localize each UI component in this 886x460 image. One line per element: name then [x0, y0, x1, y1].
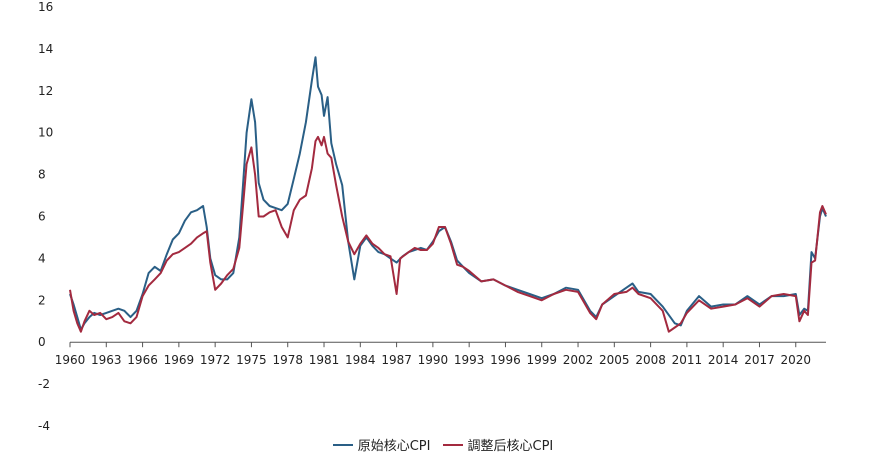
x-tick-label-6: 1978 [272, 353, 303, 367]
x-tick-label-1: 1963 [91, 353, 122, 367]
y-tick-label-9: -2 [38, 377, 50, 391]
x-tick-label-15: 2005 [599, 353, 630, 367]
x-tick-label-3: 1969 [164, 353, 195, 367]
y-tick-label-5: 6 [38, 210, 46, 224]
y-tick-label-2: 12 [38, 84, 53, 98]
x-tick-label-17: 2011 [672, 353, 703, 367]
y-tick-label-10: -4 [38, 419, 50, 433]
x-tick-label-2: 1966 [127, 353, 158, 367]
y-tick-label-0: 16 [38, 0, 53, 14]
x-tick-label-5: 1975 [236, 353, 267, 367]
x-tick-label-0: 1960 [55, 353, 86, 367]
series-line-1 [69, 135, 827, 333]
x-tick-label-14: 2002 [563, 353, 594, 367]
x-tick-label-4: 1972 [200, 353, 231, 367]
y-tick-label-4: 8 [38, 168, 46, 182]
legend-swatch-raw [332, 443, 353, 446]
legend-item-raw-core-cpi: 原始核心CPI [332, 435, 431, 454]
x-tick-label-9: 1987 [381, 353, 412, 367]
x-tick-label-12: 1996 [490, 353, 521, 367]
x-tick-label-13: 1999 [526, 353, 557, 367]
y-tick-label-7: 2 [38, 293, 46, 307]
series-line-0 [69, 56, 827, 331]
x-tick-label-10: 1990 [418, 353, 449, 367]
x-tick-label-16: 2008 [635, 353, 666, 367]
y-tick-label-8: 0 [38, 335, 46, 349]
chart-legend: 原始核心CPI 調整后核心CPI [0, 435, 886, 454]
x-tick-label-11: 1993 [454, 353, 485, 367]
y-tick-label-6: 4 [38, 251, 46, 265]
x-tick-label-8: 1984 [345, 353, 376, 367]
x-tick-label-7: 1981 [309, 353, 340, 367]
y-tick-label-1: 14 [38, 42, 53, 56]
legend-label-raw: 原始核心CPI [357, 439, 431, 454]
x-tick-label-20: 2020 [780, 353, 811, 367]
y-tick-label-3: 10 [38, 126, 53, 140]
x-tick-label-18: 2014 [708, 353, 739, 367]
x-tick-label-19: 2017 [744, 353, 775, 367]
legend-item-adjusted-core-cpi: 調整后核心CPI [442, 435, 554, 454]
legend-label-adjusted: 調整后核心CPI [467, 439, 554, 454]
legend-swatch-adjusted [442, 443, 463, 446]
